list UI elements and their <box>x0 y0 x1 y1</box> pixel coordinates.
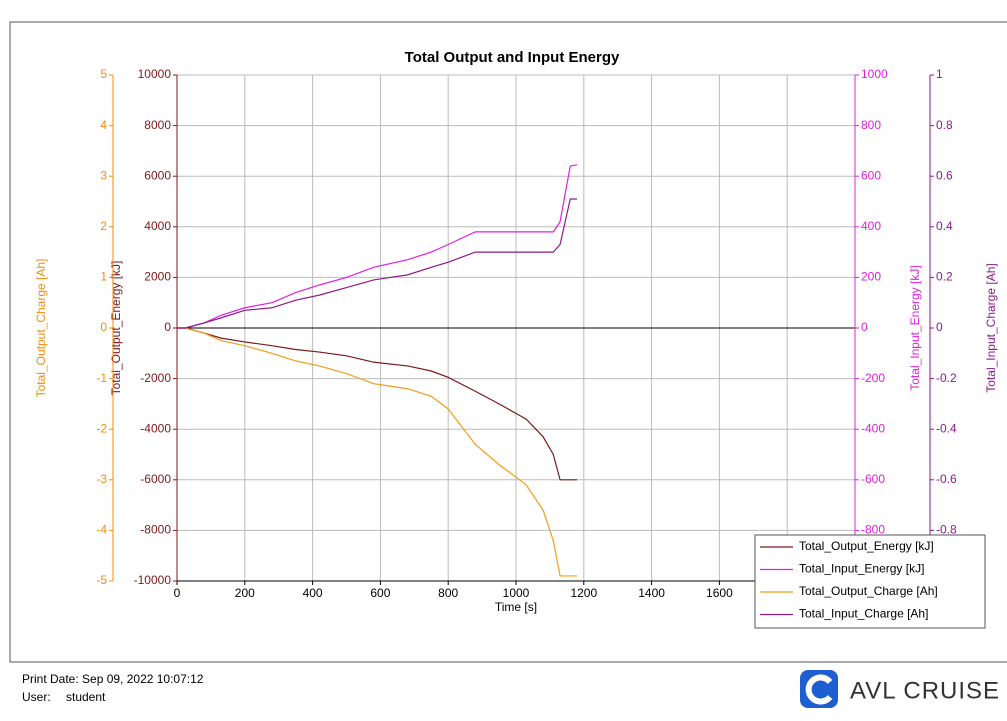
y4-tick-label: 0.4 <box>936 219 953 233</box>
y-tick-label: 10000 <box>138 67 172 81</box>
frame <box>9 21 1007 663</box>
y-tick-label: 4000 <box>144 219 171 233</box>
y4-tick-label: -0.8 <box>936 523 957 537</box>
legend-label: Total_Output_Charge [Ah] <box>799 584 938 598</box>
y3-tick-label: 800 <box>861 118 881 132</box>
y4-tick-label: -0.6 <box>936 472 957 486</box>
series-line <box>177 327 578 577</box>
y4-tick-label: 0.2 <box>936 270 953 284</box>
y4-tick-label: -0.4 <box>936 421 957 435</box>
y2-tick-label: -3 <box>96 472 107 486</box>
y4-tick-label: 1 <box>936 67 943 81</box>
legend-label: Total_Output_Energy [kJ] <box>799 539 934 553</box>
series-line <box>177 198 578 329</box>
legend-label: Total_Input_Charge [Ah] <box>799 607 928 621</box>
x-tick-label: 0 <box>174 586 181 600</box>
x-tick-label: 1600 <box>706 586 733 600</box>
logo-c <box>805 674 833 705</box>
y2-tick-label: 4 <box>100 118 107 132</box>
y3-tick-label: -400 <box>861 421 885 435</box>
y-tick-label: 2000 <box>144 270 171 284</box>
x-axis-label: Time [s] <box>495 600 537 614</box>
y-tick-label: 0 <box>164 320 171 334</box>
y-tick-label: -6000 <box>140 472 171 486</box>
y-tick-label: -4000 <box>140 421 171 435</box>
y3-tick-label: -600 <box>861 472 885 486</box>
legend-label: Total_Input_Energy [kJ] <box>799 562 924 576</box>
y2-tick-label: 3 <box>100 168 107 182</box>
print-date: Print Date: Sep 09, 2022 10:07:12 <box>22 672 204 686</box>
x-tick-label: 200 <box>235 586 255 600</box>
x-tick-label: 800 <box>438 586 458 600</box>
y2-tick-label: 1 <box>100 270 107 284</box>
series-line <box>177 327 578 481</box>
y2-tick-label: -4 <box>96 523 107 537</box>
y3-tick-label: -800 <box>861 523 885 537</box>
y2-tick-label: 0 <box>100 320 107 334</box>
y3-tick-label: 200 <box>861 270 881 284</box>
y4-axis-label: Total_Input_Charge [Ah] <box>984 263 998 392</box>
y3-tick-label: 1000 <box>861 67 888 81</box>
y4-tick-label: 0.6 <box>936 168 953 182</box>
y-tick-label: -8000 <box>140 523 171 537</box>
x-tick-label: 400 <box>303 586 323 600</box>
y2-tick-label: -1 <box>96 371 107 385</box>
y2-tick-label: -2 <box>96 421 107 435</box>
y-tick-label: 8000 <box>144 118 171 132</box>
y-tick-label: -2000 <box>140 371 171 385</box>
logo-text: AVL CRUISE <box>850 677 1000 704</box>
y-tick-label: -10000 <box>134 573 172 587</box>
y4-tick-label: 0 <box>936 320 943 334</box>
y-tick-label: 6000 <box>144 168 171 182</box>
y4-tick-label: 0.8 <box>936 118 953 132</box>
user: student <box>66 690 106 704</box>
y2-axis-label: Total_Output_Charge [Ah] <box>34 259 48 398</box>
x-tick-label: 1000 <box>503 586 530 600</box>
y3-tick-label: 600 <box>861 168 881 182</box>
x-tick-label: 1400 <box>638 586 665 600</box>
legend-box <box>754 534 986 629</box>
user-label: User: <box>22 690 51 704</box>
y3-tick-label: 0 <box>861 320 868 334</box>
series-line <box>177 164 578 329</box>
y3-axis-label: Total_Input_Energy [kJ] <box>908 265 922 390</box>
y3-tick-label: 400 <box>861 219 881 233</box>
y2-tick-label: -5 <box>96 573 107 587</box>
chart-title: Total Output and Input Energy <box>405 49 620 66</box>
x-tick-label: 600 <box>370 586 390 600</box>
y2-tick-label: 2 <box>100 219 107 233</box>
y3-tick-label: -200 <box>861 371 885 385</box>
x-tick-label: 1200 <box>570 586 597 600</box>
y2-tick-label: 5 <box>100 67 107 81</box>
y4-tick-label: -0.2 <box>936 371 957 385</box>
